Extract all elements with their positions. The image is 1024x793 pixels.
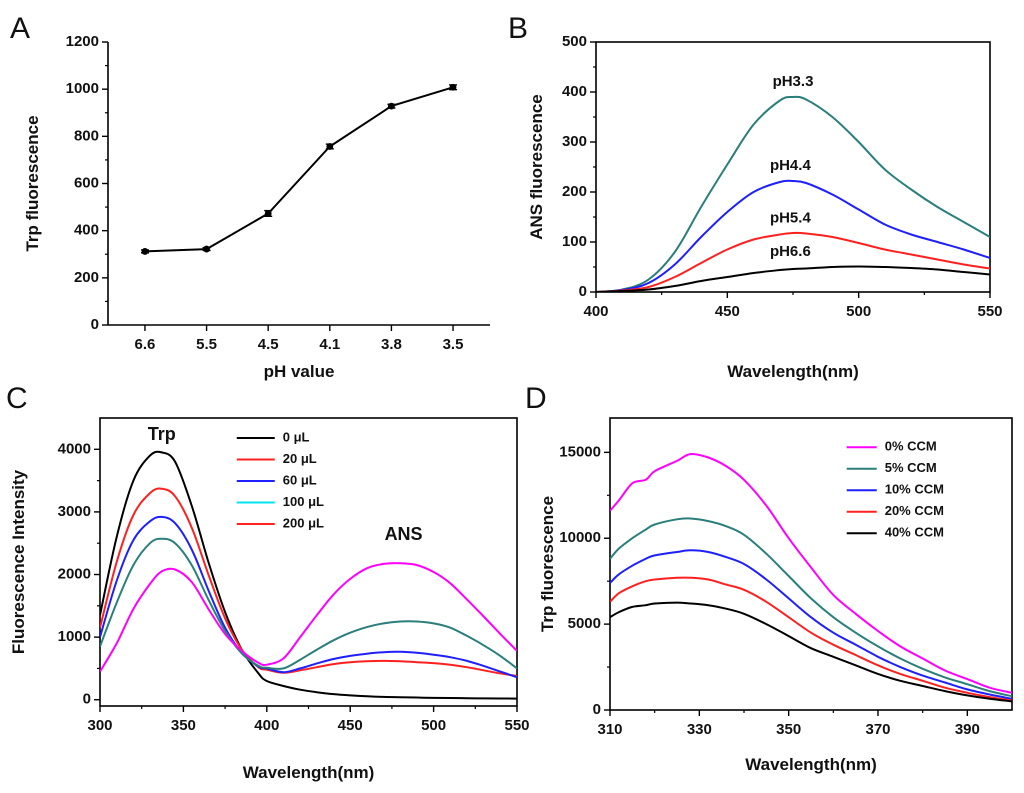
panel-label: B xyxy=(508,12,528,45)
x-tick-label: 6.6 xyxy=(135,336,156,353)
panel-b: B 0 100 200 300 400 500 400 450 500 550 Wavelength(… xyxy=(508,12,1003,381)
series-line-20-l xyxy=(100,487,517,677)
y-tick-label: 4000 xyxy=(58,440,91,457)
y-tick-label: 600 xyxy=(74,174,99,191)
y-axis-title: ANS fluorescence xyxy=(527,94,546,240)
series-line-5-ccm xyxy=(610,517,1012,698)
x-axis-title: Wavelength(nm) xyxy=(243,763,375,782)
x-tick-label: 3.5 xyxy=(443,336,464,353)
y-tick-label: 400 xyxy=(562,83,587,100)
curve-label: pH6.6 xyxy=(770,243,811,260)
x-tick-label: 300 xyxy=(87,717,112,734)
series-line-ph3-3 xyxy=(596,95,990,292)
panel-d: D 0 5000 10000 15000 310 330 350 370 390 Wavelengt… xyxy=(525,382,1013,774)
x-tick-label: 390 xyxy=(955,721,980,738)
series-line-100-l xyxy=(100,537,517,670)
x-tick-label: 500 xyxy=(421,717,446,734)
y-tick-label: 200 xyxy=(562,183,587,200)
x-tick-label: 350 xyxy=(776,721,801,738)
y-tick-label: 15000 xyxy=(559,443,601,460)
y-tick-label: 0 xyxy=(593,701,601,718)
legend-entry: 5% CCM xyxy=(885,460,937,475)
legend-entry: 100 μL xyxy=(283,494,324,509)
panel-label: A xyxy=(10,12,30,45)
y-tick-label: 0 xyxy=(579,283,587,300)
y-axis-title: Fluorescence Intensity xyxy=(9,469,28,654)
x-tick-label: 350 xyxy=(171,717,196,734)
panel-a: A 0 200 400 600 800 1000 1200 6.6 5.5 4.5 4.1 3.8 3.5… xyxy=(10,12,490,381)
y-tick-label: 400 xyxy=(74,222,99,239)
y-axis-title: Trp fluorescence xyxy=(538,496,557,632)
y-tick-label: 5000 xyxy=(568,615,601,632)
y-tick-label: 800 xyxy=(74,127,99,144)
x-tick-label: 4.5 xyxy=(258,336,279,353)
series-line-200-l xyxy=(100,562,517,673)
x-tick-label: 370 xyxy=(865,721,890,738)
x-tick-label: 4.1 xyxy=(319,336,340,353)
legend-entry: 20 μL xyxy=(283,451,317,466)
y-tick-label: 3000 xyxy=(58,503,91,520)
x-tick-label: 3.8 xyxy=(381,336,402,353)
peak-label-ans: ANS xyxy=(385,524,423,544)
x-tick-label: 5.5 xyxy=(196,336,217,353)
legend-entry: 0 μL xyxy=(283,429,310,444)
plot-frame xyxy=(609,417,1013,711)
series-line-trp-fluorescence xyxy=(144,86,454,253)
series-line-10-ccm xyxy=(610,549,1012,700)
panel-c: C 0 1000 2000 3000 4000 300 350 400 450 500 550 Wave… xyxy=(6,382,530,782)
series-line-ph6-6 xyxy=(596,265,990,292)
series-line-ph5-4 xyxy=(596,231,990,292)
series-line-0-l xyxy=(100,450,517,700)
x-axis-title: pH value xyxy=(264,362,335,381)
x-tick-label: 550 xyxy=(977,303,1002,320)
y-tick-label: 100 xyxy=(562,233,587,250)
x-tick-label: 310 xyxy=(597,721,622,738)
y-axis-title: Trp fluorescence xyxy=(23,115,42,251)
series-line-40-ccm xyxy=(610,601,1012,703)
panel-label: D xyxy=(525,382,547,415)
series-line-ph4-4 xyxy=(596,179,990,292)
legend-entry: 200 μL xyxy=(283,515,324,530)
legend-entry: 60 μL xyxy=(283,472,317,487)
y-tick-label: 200 xyxy=(74,269,99,286)
x-tick-label: 400 xyxy=(254,717,279,734)
y-tick-label: 10000 xyxy=(559,529,601,546)
y-tick-label: 0 xyxy=(91,316,99,333)
x-axis-title: Wavelength(nm) xyxy=(745,755,877,774)
x-tick-label: 330 xyxy=(687,721,712,738)
series-line-0-ccm xyxy=(610,452,1012,694)
x-tick-label: 450 xyxy=(715,303,740,320)
legend-entry: 0% CCM xyxy=(885,439,937,454)
curve-label: pH4.4 xyxy=(770,157,812,174)
y-tick-label: 1000 xyxy=(66,80,99,97)
y-tick-label: 2000 xyxy=(58,565,91,582)
peak-label-trp: Trp xyxy=(148,424,176,444)
curve-label: pH5.4 xyxy=(770,210,812,227)
legend-entry: 20% CCM xyxy=(885,503,944,518)
curve-label: pH3.3 xyxy=(773,73,814,90)
x-tick-label: 500 xyxy=(846,303,871,320)
legend-entry: 10% CCM xyxy=(885,482,944,497)
y-tick-label: 0 xyxy=(83,691,91,708)
x-axis-title: Wavelength(nm) xyxy=(727,362,859,381)
y-tick-label: 500 xyxy=(562,33,587,50)
legend-entry: 40% CCM xyxy=(885,525,944,540)
series-line-20-ccm xyxy=(610,576,1012,702)
x-tick-label: 400 xyxy=(583,303,608,320)
x-tick-label: 450 xyxy=(338,717,363,734)
y-tick-label: 1200 xyxy=(66,33,99,50)
y-tick-label: 300 xyxy=(562,133,587,150)
series-line-60-l xyxy=(100,515,517,679)
y-tick-label: 1000 xyxy=(58,628,91,645)
x-tick-label: 550 xyxy=(504,717,529,734)
panel-label: C xyxy=(6,382,28,415)
